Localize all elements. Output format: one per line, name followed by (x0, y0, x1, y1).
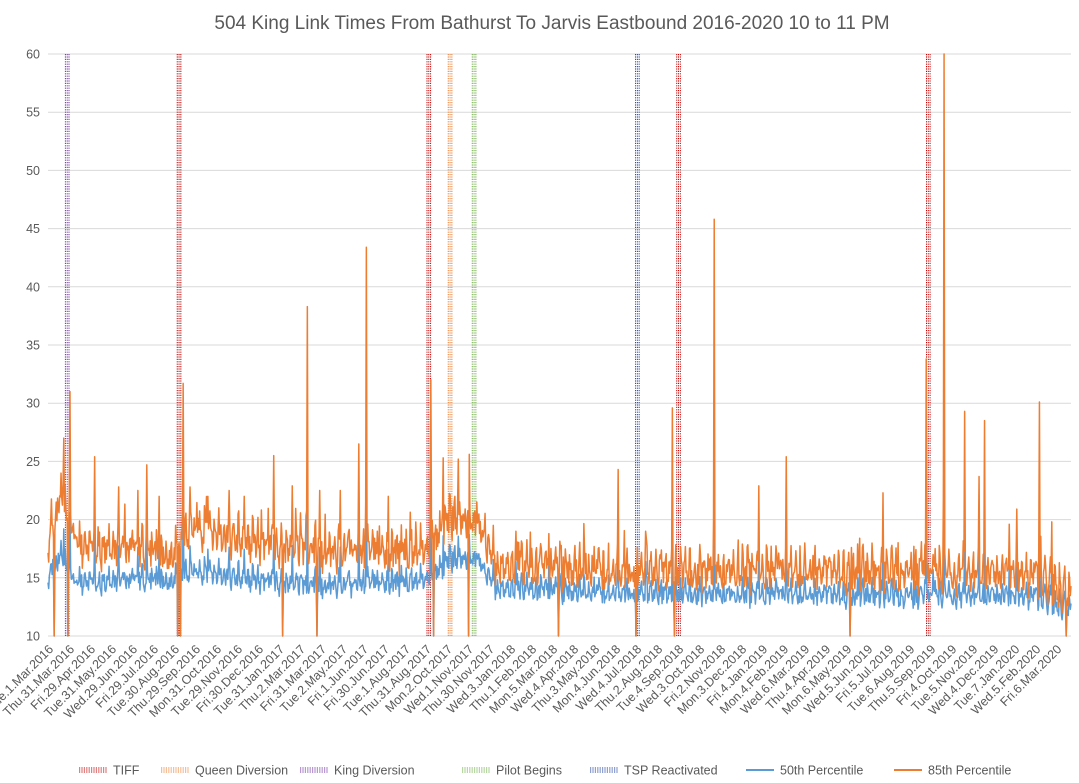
y-tick-label: 50 (26, 164, 40, 178)
legend-label: 50th Percentile (780, 764, 863, 778)
series-line-85th-percentile (47, 53, 1072, 637)
legend-label: Pilot Begins (496, 764, 562, 778)
y-tick-label: 10 (26, 630, 40, 644)
y-tick-label: 30 (26, 397, 40, 411)
y-tick-label: 55 (26, 106, 40, 120)
legend-label: TIFF (113, 764, 140, 778)
y-axis: 10 15 20 25 30 35 40 45 50 55 60 (26, 48, 40, 644)
x-axis: Tue.1.Mar.2016Thu.31.Mar.2016Fri.29.Apr.… (0, 642, 1064, 721)
legend: TIFF Queen Diversion King Diversion Pilot B… (79, 764, 1011, 778)
legend-label: TSP Reactivated (624, 764, 718, 778)
legend-label: 85th Percentile (928, 764, 1011, 778)
legend-label: King Diversion (334, 764, 415, 778)
chart-title: 504 King Link Times From Bathurst To Jar… (214, 13, 889, 34)
y-tick-label: 40 (26, 280, 40, 294)
y-tick-label: 35 (26, 339, 40, 353)
y-tick-label: 60 (26, 48, 40, 62)
y-tick-label: 25 (26, 455, 40, 469)
y-tick-label: 20 (26, 513, 40, 527)
y-tick-label: 45 (26, 222, 40, 236)
series-lines (47, 53, 1072, 637)
legend-label: Queen Diversion (195, 764, 288, 778)
y-tick-label: 15 (26, 571, 40, 585)
